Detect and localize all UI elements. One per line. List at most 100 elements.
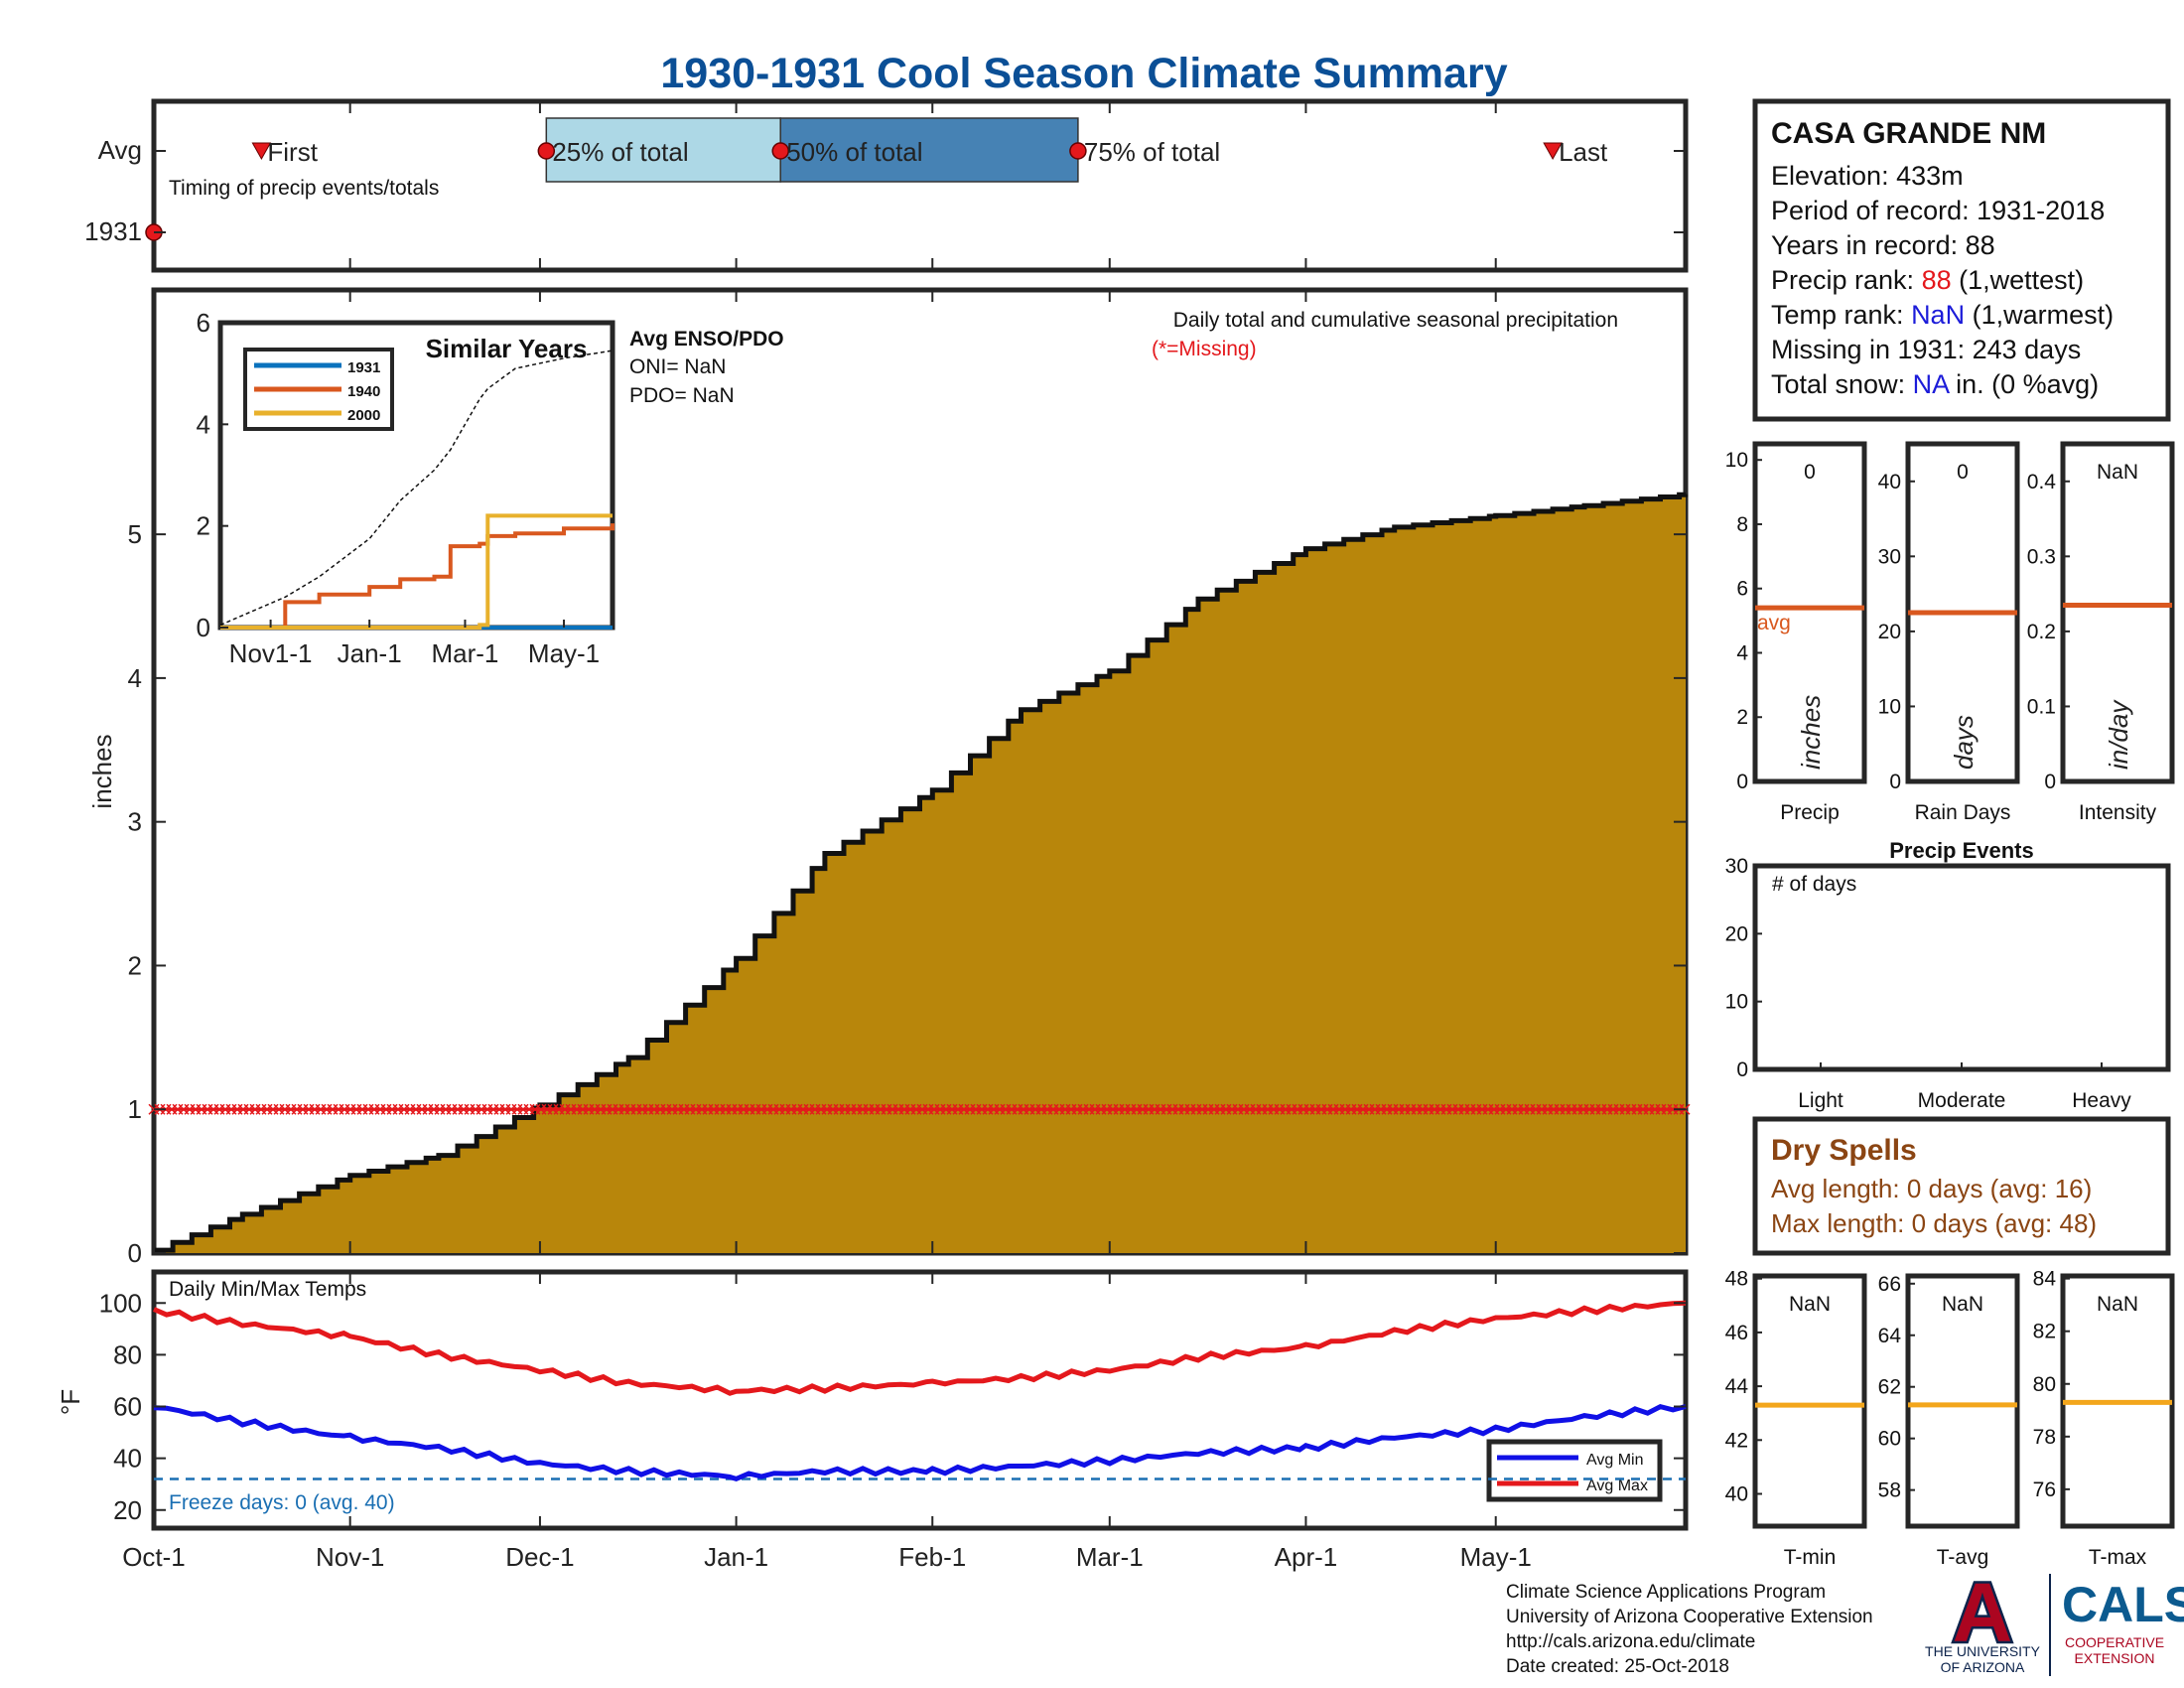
- inset-x-tick-label: Nov1-1: [229, 638, 313, 668]
- inset-legend-label-1931: 1931: [347, 359, 380, 376]
- temp-bar-1-y-tick-label: 66: [1878, 1273, 1901, 1296]
- info-frame: [1752, 98, 2171, 422]
- events-category-label: Heavy: [2072, 1089, 2131, 1112]
- timing-label: Timing of precip events/totals: [169, 177, 439, 200]
- dry-spells-frame: [1752, 1116, 2171, 1256]
- precip-bar-2-y-tick-label: 0.3: [2027, 545, 2056, 568]
- cumulative-precip-line: [154, 492, 1689, 1253]
- precip-rank: Precip rank: 88 (1,wettest): [1771, 265, 2084, 295]
- events-category-label: Moderate: [1918, 1089, 2006, 1112]
- events-y-tick-label: 20: [1725, 922, 1748, 945]
- precip-bar-0-y-tick-label: 10: [1725, 449, 1748, 472]
- temp-bar-1-y-tick-label: 62: [1878, 1376, 1901, 1399]
- temp-rank-value: NaN: [1911, 300, 1965, 330]
- temp-y-tick-label: 20: [113, 1495, 142, 1525]
- precip-bar-1-value: 0: [1957, 461, 1969, 484]
- footer-line-3: http://cals.arizona.edu/climate: [1506, 1631, 1755, 1652]
- precip-bar-1-y-tick-label: 40: [1878, 471, 1901, 493]
- similar-year-line-1940: [220, 523, 614, 630]
- inset-legend-label-1940: 1940: [347, 383, 380, 400]
- precip-bar-0-y-tick-label: 2: [1736, 706, 1748, 729]
- footer-line-1: Climate Science Applications Program: [1506, 1582, 1826, 1603]
- missing-days: Missing in 1931: 243 days: [1771, 335, 2081, 364]
- precip-ylabel: inches: [87, 734, 117, 808]
- dry-spells-box: Dry Spells Avg length: 0 days (avg: 16) …: [1752, 1116, 2171, 1256]
- temp-bar-1-value: NaN: [1942, 1293, 1983, 1316]
- temp-y-tick-label: 40: [113, 1444, 142, 1474]
- dry-spells-title: Dry Spells: [1771, 1134, 1917, 1167]
- timing-y-tick-avg: Avg: [98, 135, 142, 165]
- precip-y-tick-label: 0: [128, 1238, 142, 1268]
- station-years: Years in record: 88: [1771, 230, 1995, 260]
- precip-bar-0-y-tick-label: 6: [1736, 578, 1748, 601]
- temp-bar-0-value: NaN: [1789, 1293, 1831, 1316]
- precip-bar-0-y-tick-label: 8: [1736, 513, 1748, 536]
- inset-y-tick-label: 4: [197, 409, 210, 439]
- precip-bar-0-avg-label: avg: [1757, 612, 1791, 634]
- station-name: CASA GRANDE NM: [1771, 117, 2046, 150]
- enso-title: Avg ENSO/PDO: [629, 328, 784, 351]
- temp-rank-label: Temp rank:: [1771, 300, 1911, 330]
- precip-bar-1-y-tick-label: 20: [1878, 621, 1901, 643]
- precip-bar-2-y-tick-label: 0: [2044, 771, 2056, 793]
- x-tick-label: Mar-1: [1076, 1542, 1144, 1572]
- events-ylabel: # of days: [1772, 873, 1856, 896]
- snow-label: Total snow:: [1771, 369, 1913, 399]
- temp-frame: [151, 1269, 1689, 1531]
- x-tick-label: Nov-1: [316, 1542, 384, 1572]
- timing-marker-label: 75% of total: [1084, 137, 1220, 167]
- similar-years-inset: Similar Years 1931 1940 2000 Avg ENSO/PD…: [217, 320, 784, 631]
- temp-bar-1-label: T-avg: [1937, 1546, 1989, 1569]
- temp-bar-2-label: T-max: [2089, 1546, 2147, 1569]
- precip-bar-2-y-tick-label: 0.1: [2027, 695, 2056, 718]
- precip-rank-label: Precip rank:: [1771, 265, 1922, 295]
- precip-bar-2-unit: in/day: [2104, 699, 2133, 770]
- timing-triangle-marker: [1543, 142, 1563, 161]
- university-of-arizona-logo: A THE UNIVERSITY OF ARIZONA: [1925, 1564, 2041, 1676]
- x-tick-label: Dec-1: [505, 1542, 574, 1572]
- precip-bar-2-y-tick-label: 0.2: [2027, 621, 2056, 643]
- legend-label-avg-max: Avg Max: [1586, 1477, 1648, 1494]
- temp-rank-suffix: (1,warmest): [1965, 300, 2114, 330]
- temp-bar-1-y-tick-label: 58: [1878, 1479, 1901, 1502]
- inset-y-tick-label: 0: [197, 613, 210, 642]
- precip-bar-0-frame: [1752, 441, 1867, 784]
- precip-bar-2-value: NaN: [2097, 461, 2138, 484]
- x-tick-label: May-1: [1460, 1542, 1532, 1572]
- timing-panel: Avg 1931 Timing of precip events/totals: [84, 98, 1689, 273]
- footer-line-4: Date created: 25-Oct-2018: [1506, 1656, 1729, 1677]
- ua-logo-letter: A: [1953, 1566, 2013, 1659]
- temp-bar-0-y-tick-label: 40: [1725, 1482, 1748, 1505]
- freeze-days-text: Freeze days: 0 (avg. 40): [169, 1491, 395, 1514]
- temp-ylabel: °F: [56, 1389, 85, 1415]
- temp-bar-1-y-tick-label: 64: [1878, 1325, 1902, 1347]
- missing-note: (*=Missing): [1152, 338, 1257, 360]
- timing-marker-label: First: [267, 137, 318, 167]
- chart-marks: 0 1 2 3 4 5 First 25% of total 50% of total 75% o…: [99, 101, 2175, 1572]
- page-title: 1930-1931 Cool Season Climate Summary: [660, 50, 1507, 97]
- temp-y-tick-label: 60: [113, 1392, 142, 1422]
- precip-bar-1-y-tick-label: 0: [1889, 771, 1901, 793]
- cals-logo: CALS: [2062, 1577, 2184, 1632]
- precip-bar-0-label: Precip: [1780, 801, 1840, 824]
- x-tick-label: Oct-1: [122, 1542, 186, 1572]
- cals-line-2: EXTENSION: [2075, 1650, 2155, 1666]
- temp-panel: Daily Min/Max Temps °F Freeze days: 0 (a…: [56, 1269, 1689, 1531]
- temp-bar-2-y-tick-label: 78: [2033, 1426, 2056, 1449]
- timing-frame: [151, 98, 1689, 273]
- legend-label-avg-min: Avg Min: [1586, 1452, 1644, 1469]
- temp-series-avg-max: [152, 1300, 1687, 1396]
- temp-bar-1-y-tick-label: 60: [1878, 1428, 1901, 1451]
- x-tick-label: Jan-1: [704, 1542, 768, 1572]
- precip-annotation: Daily total and cumulative seasonal prec…: [1173, 309, 1618, 332]
- similar-years-avg-line: [219, 350, 614, 627]
- events-y-tick-label: 0: [1736, 1058, 1748, 1081]
- pdo-text: PDO= NaN: [629, 384, 735, 407]
- temp-bar-2-y-tick-label: 80: [2033, 1373, 2056, 1396]
- temp-bar-0-y-tick-label: 48: [1725, 1268, 1748, 1291]
- precip-bar-0-y-tick-label: 4: [1736, 641, 1748, 664]
- precip-y-tick-label: 2: [128, 950, 142, 980]
- temp-bar-0-y-tick-label: 42: [1725, 1429, 1748, 1452]
- dry-spells-avg: Avg length: 0 days (avg: 16): [1771, 1174, 2092, 1203]
- dry-spells-max: Max length: 0 days (avg: 48): [1771, 1208, 2097, 1238]
